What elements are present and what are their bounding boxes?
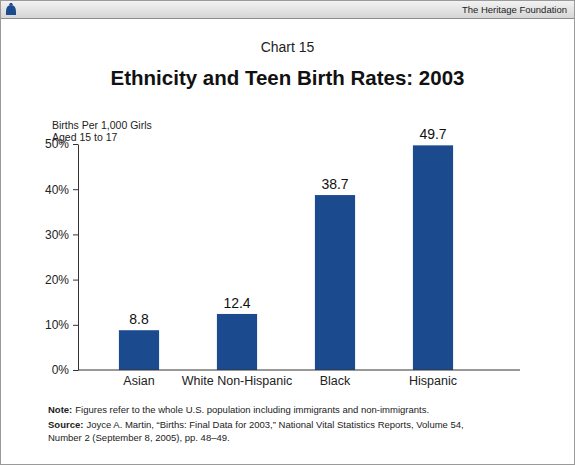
x-tick: Hispanic [409, 374, 457, 388]
x-tick: Asian [123, 374, 154, 388]
bar [217, 314, 257, 370]
y-tick-label: 50% [45, 137, 69, 151]
note-text: Number 2 (September 8, 2005), pp. 48–49. [48, 432, 230, 443]
y-tick-mark [73, 144, 78, 145]
bar [413, 145, 453, 370]
x-tick-label: White Non-Hispanic [182, 374, 292, 388]
chart-canvas: The Heritage Foundation Chart 15 Ethnicity… [0, 0, 575, 465]
header-text: The Heritage Foundation [462, 4, 567, 15]
y-tick-mark [73, 325, 78, 326]
note-line: Note:Figures refer to the whole U.S. pop… [48, 404, 429, 415]
logo [6, 3, 16, 15]
title: Ethnicity and Teen Birth Rates: 2003 [111, 66, 465, 89]
bar [119, 330, 159, 370]
header-bar [1, 1, 574, 18]
data-label: 38.7 [321, 176, 348, 192]
bars [119, 145, 453, 370]
y-tick: 50% [45, 137, 78, 151]
note-label: Note: [48, 404, 72, 415]
note-line: Number 2 (September 8, 2005), pp. 48–49. [48, 432, 230, 443]
bar [315, 195, 355, 370]
y-tick: 20% [45, 273, 78, 287]
note-label: Source: [48, 419, 83, 430]
y-tick-mark [73, 370, 78, 371]
header-rule [1, 18, 574, 19]
note-line: Source:Joyce A. Martin, “Births: Final D… [48, 419, 464, 430]
chart-label: Chart 15 [261, 39, 315, 55]
y-tick: 10% [45, 318, 78, 332]
y-tick-label: 20% [45, 273, 69, 287]
data-label: 8.8 [129, 311, 149, 327]
y-tick-label: 40% [45, 183, 69, 197]
y-tick: 0% [52, 363, 78, 377]
x-tick-label: Black [320, 374, 351, 388]
y-axis-line [78, 145, 79, 371]
note-text: Figures refer to the whole U.S. populati… [75, 404, 429, 415]
x-tick-label: Hispanic [409, 374, 457, 388]
x-tick-label: Asian [123, 374, 154, 388]
note-text: Joyce A. Martin, “Births: Final Data for… [86, 419, 463, 430]
y-tick: 30% [45, 228, 78, 242]
frame [1, 1, 575, 465]
y-axis-label: Births Per 1,000 Girls [52, 119, 152, 131]
x-axis-line [78, 370, 520, 371]
x-axis: Asian White Non-Hispanic Black Hispanic [123, 374, 457, 388]
x-tick: Black [320, 374, 351, 388]
y-tick-label: 30% [45, 228, 69, 242]
data-label: 12.4 [223, 295, 250, 311]
data-labels: 8.8 12.4 38.7 49.7 [129, 126, 447, 327]
y-tick-label: 0% [52, 363, 70, 377]
y-tick-mark [73, 234, 78, 235]
y-tick-mark [73, 189, 78, 190]
y-axis: 0% 10% 20% 30% 40% 50% [45, 137, 79, 377]
y-tick-mark [73, 280, 78, 281]
x-tick: White Non-Hispanic [182, 374, 292, 388]
y-tick: 40% [45, 183, 78, 197]
data-label: 49.7 [419, 126, 446, 142]
y-tick-label: 10% [45, 318, 69, 332]
